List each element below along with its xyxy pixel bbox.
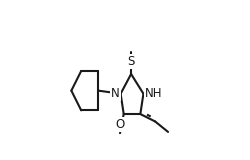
Text: NH: NH <box>144 87 162 100</box>
Text: S: S <box>127 55 134 68</box>
Text: N: N <box>111 87 120 100</box>
Text: O: O <box>115 118 124 131</box>
